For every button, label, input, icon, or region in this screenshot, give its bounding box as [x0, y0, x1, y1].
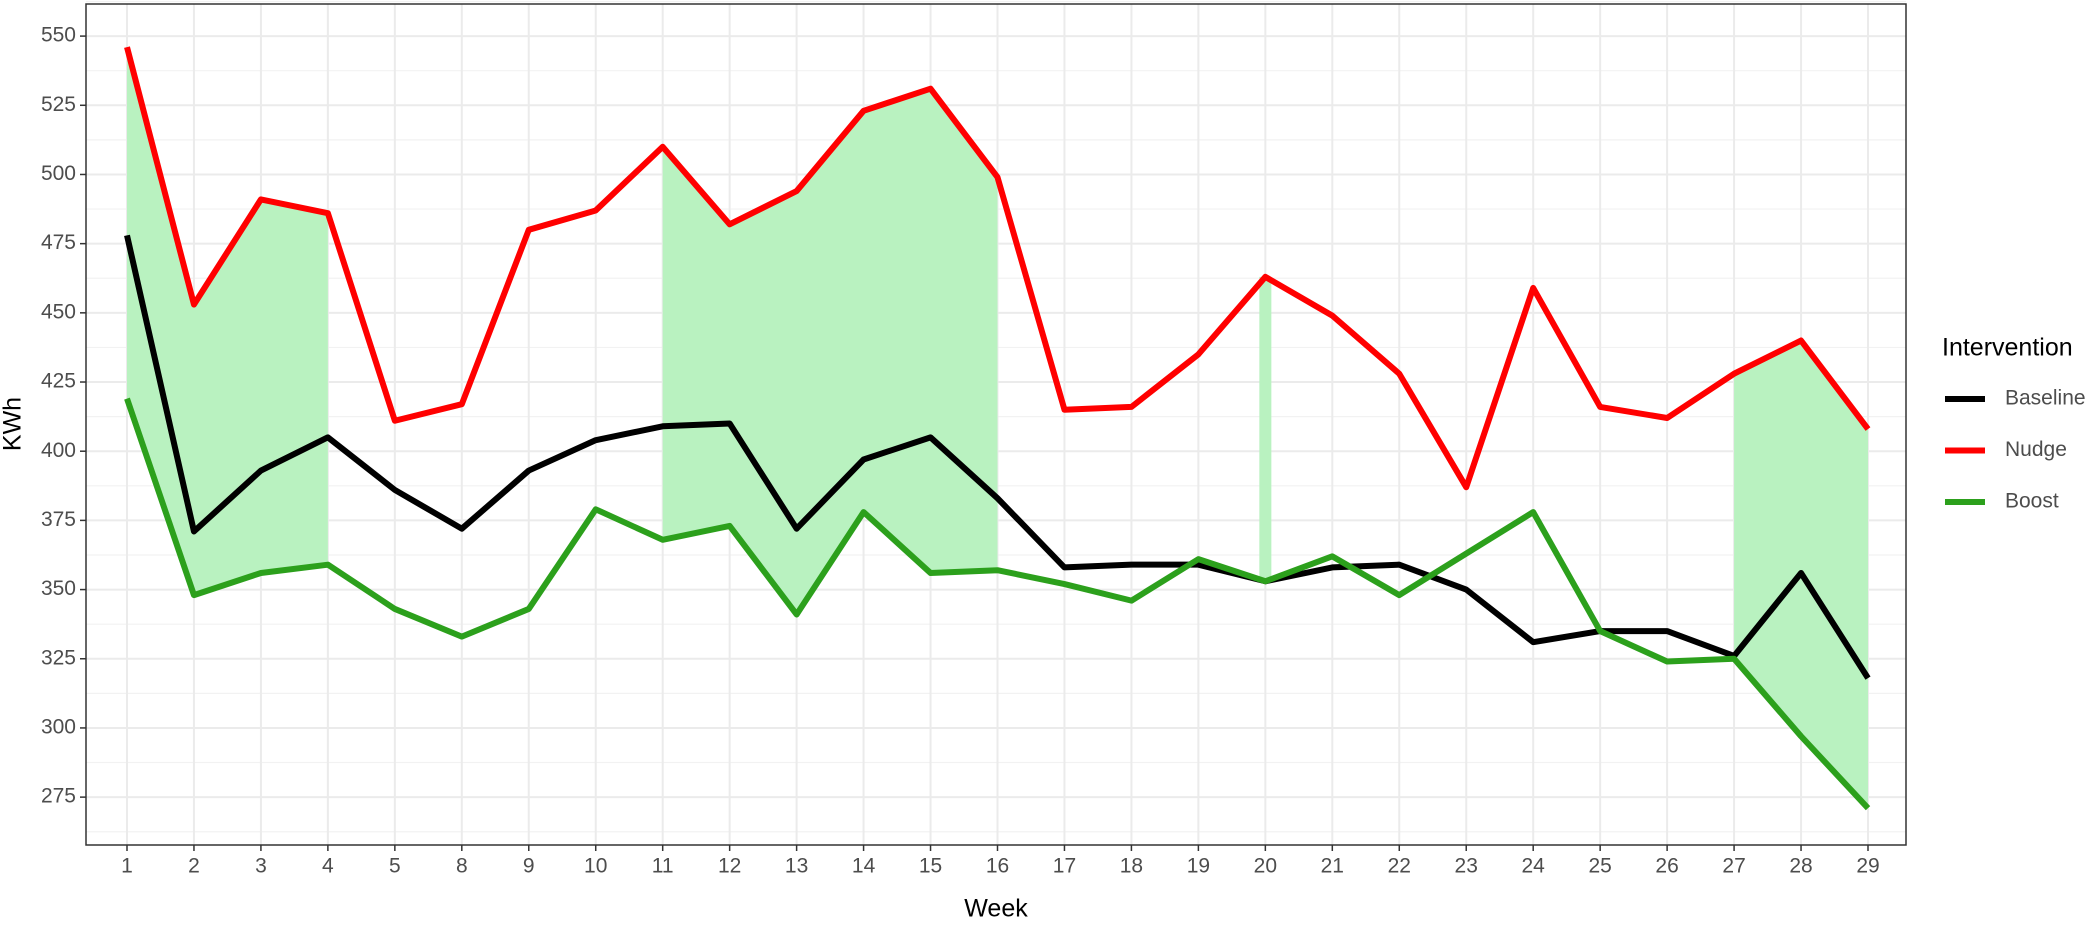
x-tick-label: 18 [1120, 855, 1143, 878]
x-tick-label: 28 [1789, 855, 1812, 878]
x-tick-label: 22 [1388, 855, 1411, 878]
y-tick-label: 450 [41, 300, 76, 323]
highlight-band [662, 88, 998, 615]
x-tick-label: 23 [1455, 855, 1478, 878]
y-tick-label: 375 [41, 508, 76, 531]
y-tick-label: 525 [41, 93, 76, 116]
x-tick-label: 2 [188, 855, 200, 878]
legend-label: Nudge [2005, 438, 2067, 461]
legend-label: Boost [2005, 490, 2059, 513]
x-tick-label: 24 [1522, 855, 1546, 878]
x-tick-label: 3 [255, 855, 267, 878]
series-line [124, 397, 1871, 811]
x-axis-title: Week [964, 895, 1028, 923]
x-tick-label: 14 [852, 855, 876, 878]
highlight-band [1259, 276, 1272, 582]
x-tick-label: 13 [785, 855, 808, 878]
y-tick-label: 350 [41, 577, 76, 600]
y-tick-label: 500 [41, 162, 76, 185]
x-tick-label: 8 [456, 855, 468, 878]
plot-border [85, 3, 1907, 846]
x-tick-label: 20 [1254, 855, 1277, 878]
y-axis-title: KWh [0, 397, 27, 451]
x-tick-label: 15 [919, 855, 942, 878]
legend-label: Baseline [2005, 387, 2086, 410]
x-tick-label: 4 [322, 855, 334, 878]
y-tick-label: 425 [41, 370, 76, 393]
x-tick-label: 5 [389, 855, 401, 878]
y-tick-label: 275 [41, 785, 76, 808]
x-tick-label: 12 [718, 855, 741, 878]
y-tick-label: 550 [41, 24, 76, 47]
x-tick-label: 29 [1856, 855, 1879, 878]
x-tick-label: 11 [652, 855, 674, 878]
x-tick-label: 16 [986, 855, 1009, 878]
x-tick-label: 19 [1187, 855, 1210, 878]
y-tick-label: 400 [41, 439, 76, 462]
x-tick-label: 1 [121, 855, 133, 878]
legend-title: Intervention [1942, 334, 2073, 362]
series-line [124, 46, 1871, 491]
y-tick-label: 300 [41, 715, 76, 738]
series-line [124, 234, 1871, 680]
x-tick-label: 9 [523, 855, 535, 878]
x-tick-label: 17 [1053, 855, 1076, 878]
x-tick-label: 21 [1321, 855, 1344, 878]
x-tick-label: 26 [1655, 855, 1678, 878]
y-tick-label: 475 [41, 231, 76, 254]
x-tick-label: 25 [1588, 855, 1611, 878]
x-tick-label: 10 [584, 855, 607, 878]
y-tick-label: 325 [41, 646, 76, 669]
x-tick-label: 27 [1722, 855, 1745, 878]
